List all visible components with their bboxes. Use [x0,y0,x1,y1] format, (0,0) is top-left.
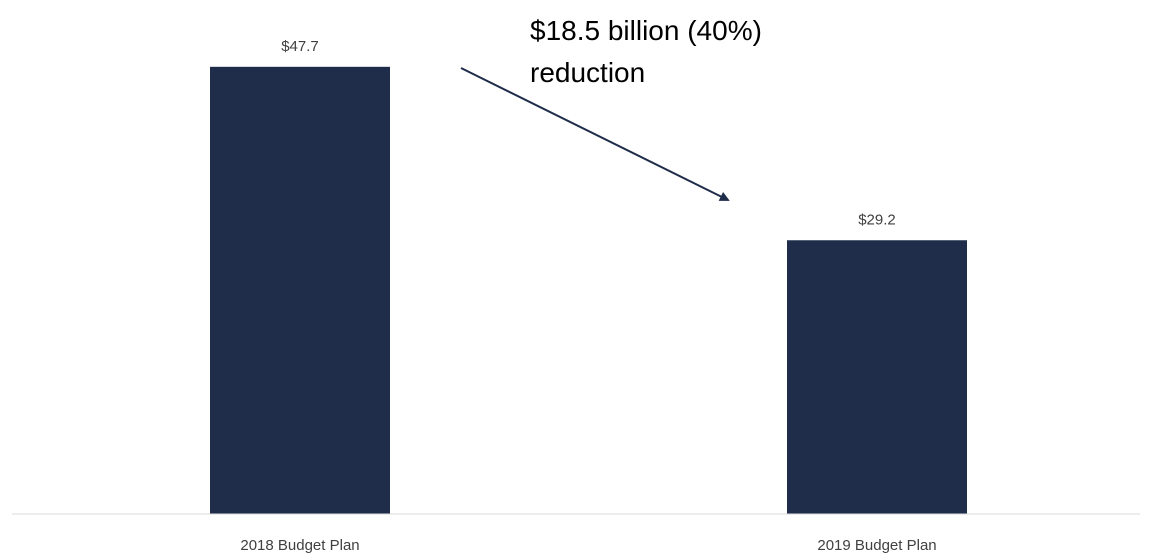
x-tick-label-1: 2018 Budget Plan [240,537,359,554]
annotation-arrow [460,67,730,201]
annotation-text-line1: $18.5 billion (40%) [530,15,762,46]
x-tick-label-2: 2019 Budget Plan [817,537,936,554]
bar-1 [210,66,390,514]
tick-labels-layer: 2018 Budget Plan 2019 Budget Plan [240,537,936,554]
annotation-text-line2: reduction [530,57,645,88]
bar-2 [787,240,967,514]
data-label-1: $47.7 [281,38,319,55]
data-labels-layer: $47.7 $29.2 [281,38,896,228]
bars-layer [210,66,967,514]
data-label-2: $29.2 [858,211,896,228]
